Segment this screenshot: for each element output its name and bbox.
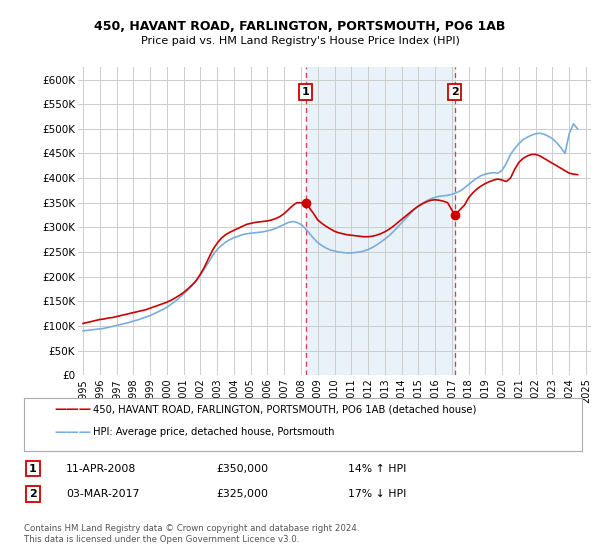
- Text: 2: 2: [451, 87, 458, 97]
- Bar: [305, 67, 455, 375]
- Text: 03-MAR-2017: 03-MAR-2017: [66, 489, 139, 499]
- Text: 17% ↓ HPI: 17% ↓ HPI: [348, 489, 406, 499]
- Text: ———: ———: [54, 403, 91, 417]
- Text: £325,000: £325,000: [216, 489, 268, 499]
- Text: 1: 1: [29, 464, 37, 474]
- Text: 14% ↑ HPI: 14% ↑ HPI: [348, 464, 406, 474]
- Text: 2: 2: [29, 489, 37, 499]
- Text: 1: 1: [302, 87, 310, 97]
- Text: 11-APR-2008: 11-APR-2008: [66, 464, 136, 474]
- Text: 450, HAVANT ROAD, FARLINGTON, PORTSMOUTH, PO6 1AB: 450, HAVANT ROAD, FARLINGTON, PORTSMOUTH…: [94, 20, 506, 32]
- Text: HPI: Average price, detached house, Portsmouth: HPI: Average price, detached house, Port…: [93, 427, 335, 437]
- Text: Contains HM Land Registry data © Crown copyright and database right 2024.
This d: Contains HM Land Registry data © Crown c…: [24, 524, 359, 544]
- Text: ———: ———: [54, 426, 91, 439]
- Text: Price paid vs. HM Land Registry's House Price Index (HPI): Price paid vs. HM Land Registry's House …: [140, 36, 460, 46]
- Text: £350,000: £350,000: [216, 464, 268, 474]
- Text: 450, HAVANT ROAD, FARLINGTON, PORTSMOUTH, PO6 1AB (detached house): 450, HAVANT ROAD, FARLINGTON, PORTSMOUTH…: [93, 405, 476, 415]
